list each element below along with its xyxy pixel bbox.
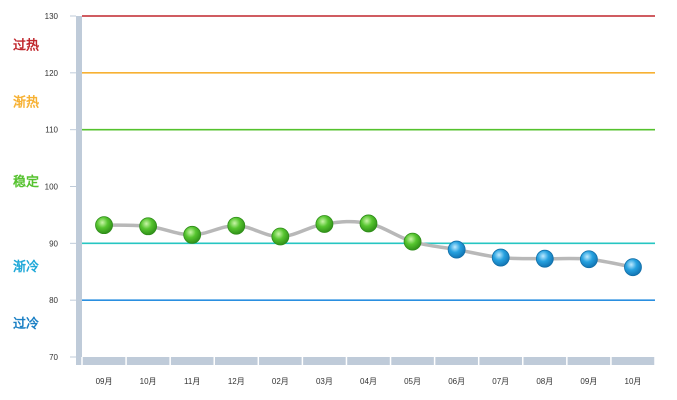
y-axis-band <box>76 16 82 365</box>
y-tick-label: 130 <box>45 12 59 21</box>
y-tick-label: 110 <box>45 126 58 135</box>
data-point <box>359 214 378 233</box>
data-point <box>447 240 466 259</box>
x-tick-label: 02月 <box>272 377 289 386</box>
zone-label-2: 渐热 <box>13 94 39 109</box>
x-tick-label: 09月 <box>580 377 597 386</box>
y-tick-label: 120 <box>45 69 59 78</box>
x-tick-label: 05月 <box>404 377 421 386</box>
data-point <box>139 217 158 236</box>
data-point <box>535 249 554 268</box>
x-tick-label: 08月 <box>536 377 553 386</box>
data-point <box>95 216 113 235</box>
x-tick-label: 10月 <box>140 377 157 386</box>
x-tick-label: 11月 <box>184 377 200 386</box>
zone-label-5: 过冷 <box>13 316 39 331</box>
x-tick-label: 12月 <box>228 377 245 386</box>
zone-label-3: 稳定 <box>13 174 39 189</box>
data-point <box>315 215 334 233</box>
y-tick-label: 70 <box>49 353 58 362</box>
y-tick-label: 80 <box>49 296 58 305</box>
data-point <box>579 250 598 269</box>
data-point <box>183 225 202 244</box>
x-tick-label: 10月 <box>625 377 642 386</box>
zone-label-4: 渐冷 <box>13 259 39 274</box>
data-point <box>491 248 510 267</box>
zone-label-1: 过热 <box>13 37 39 52</box>
data-point <box>403 232 422 251</box>
y-tick-label: 90 <box>49 239 58 248</box>
x-tick-label: 03月 <box>316 377 333 386</box>
data-point <box>271 227 290 246</box>
x-tick-label: 06月 <box>448 377 465 386</box>
x-tick-label: 07月 <box>492 377 509 386</box>
x-tick-label: 04月 <box>360 377 377 386</box>
x-tick-label: 09月 <box>96 377 113 386</box>
x-axis-band <box>76 357 655 365</box>
y-tick-label: 100 <box>45 183 59 192</box>
data-point <box>227 216 246 235</box>
data-point <box>624 258 642 277</box>
